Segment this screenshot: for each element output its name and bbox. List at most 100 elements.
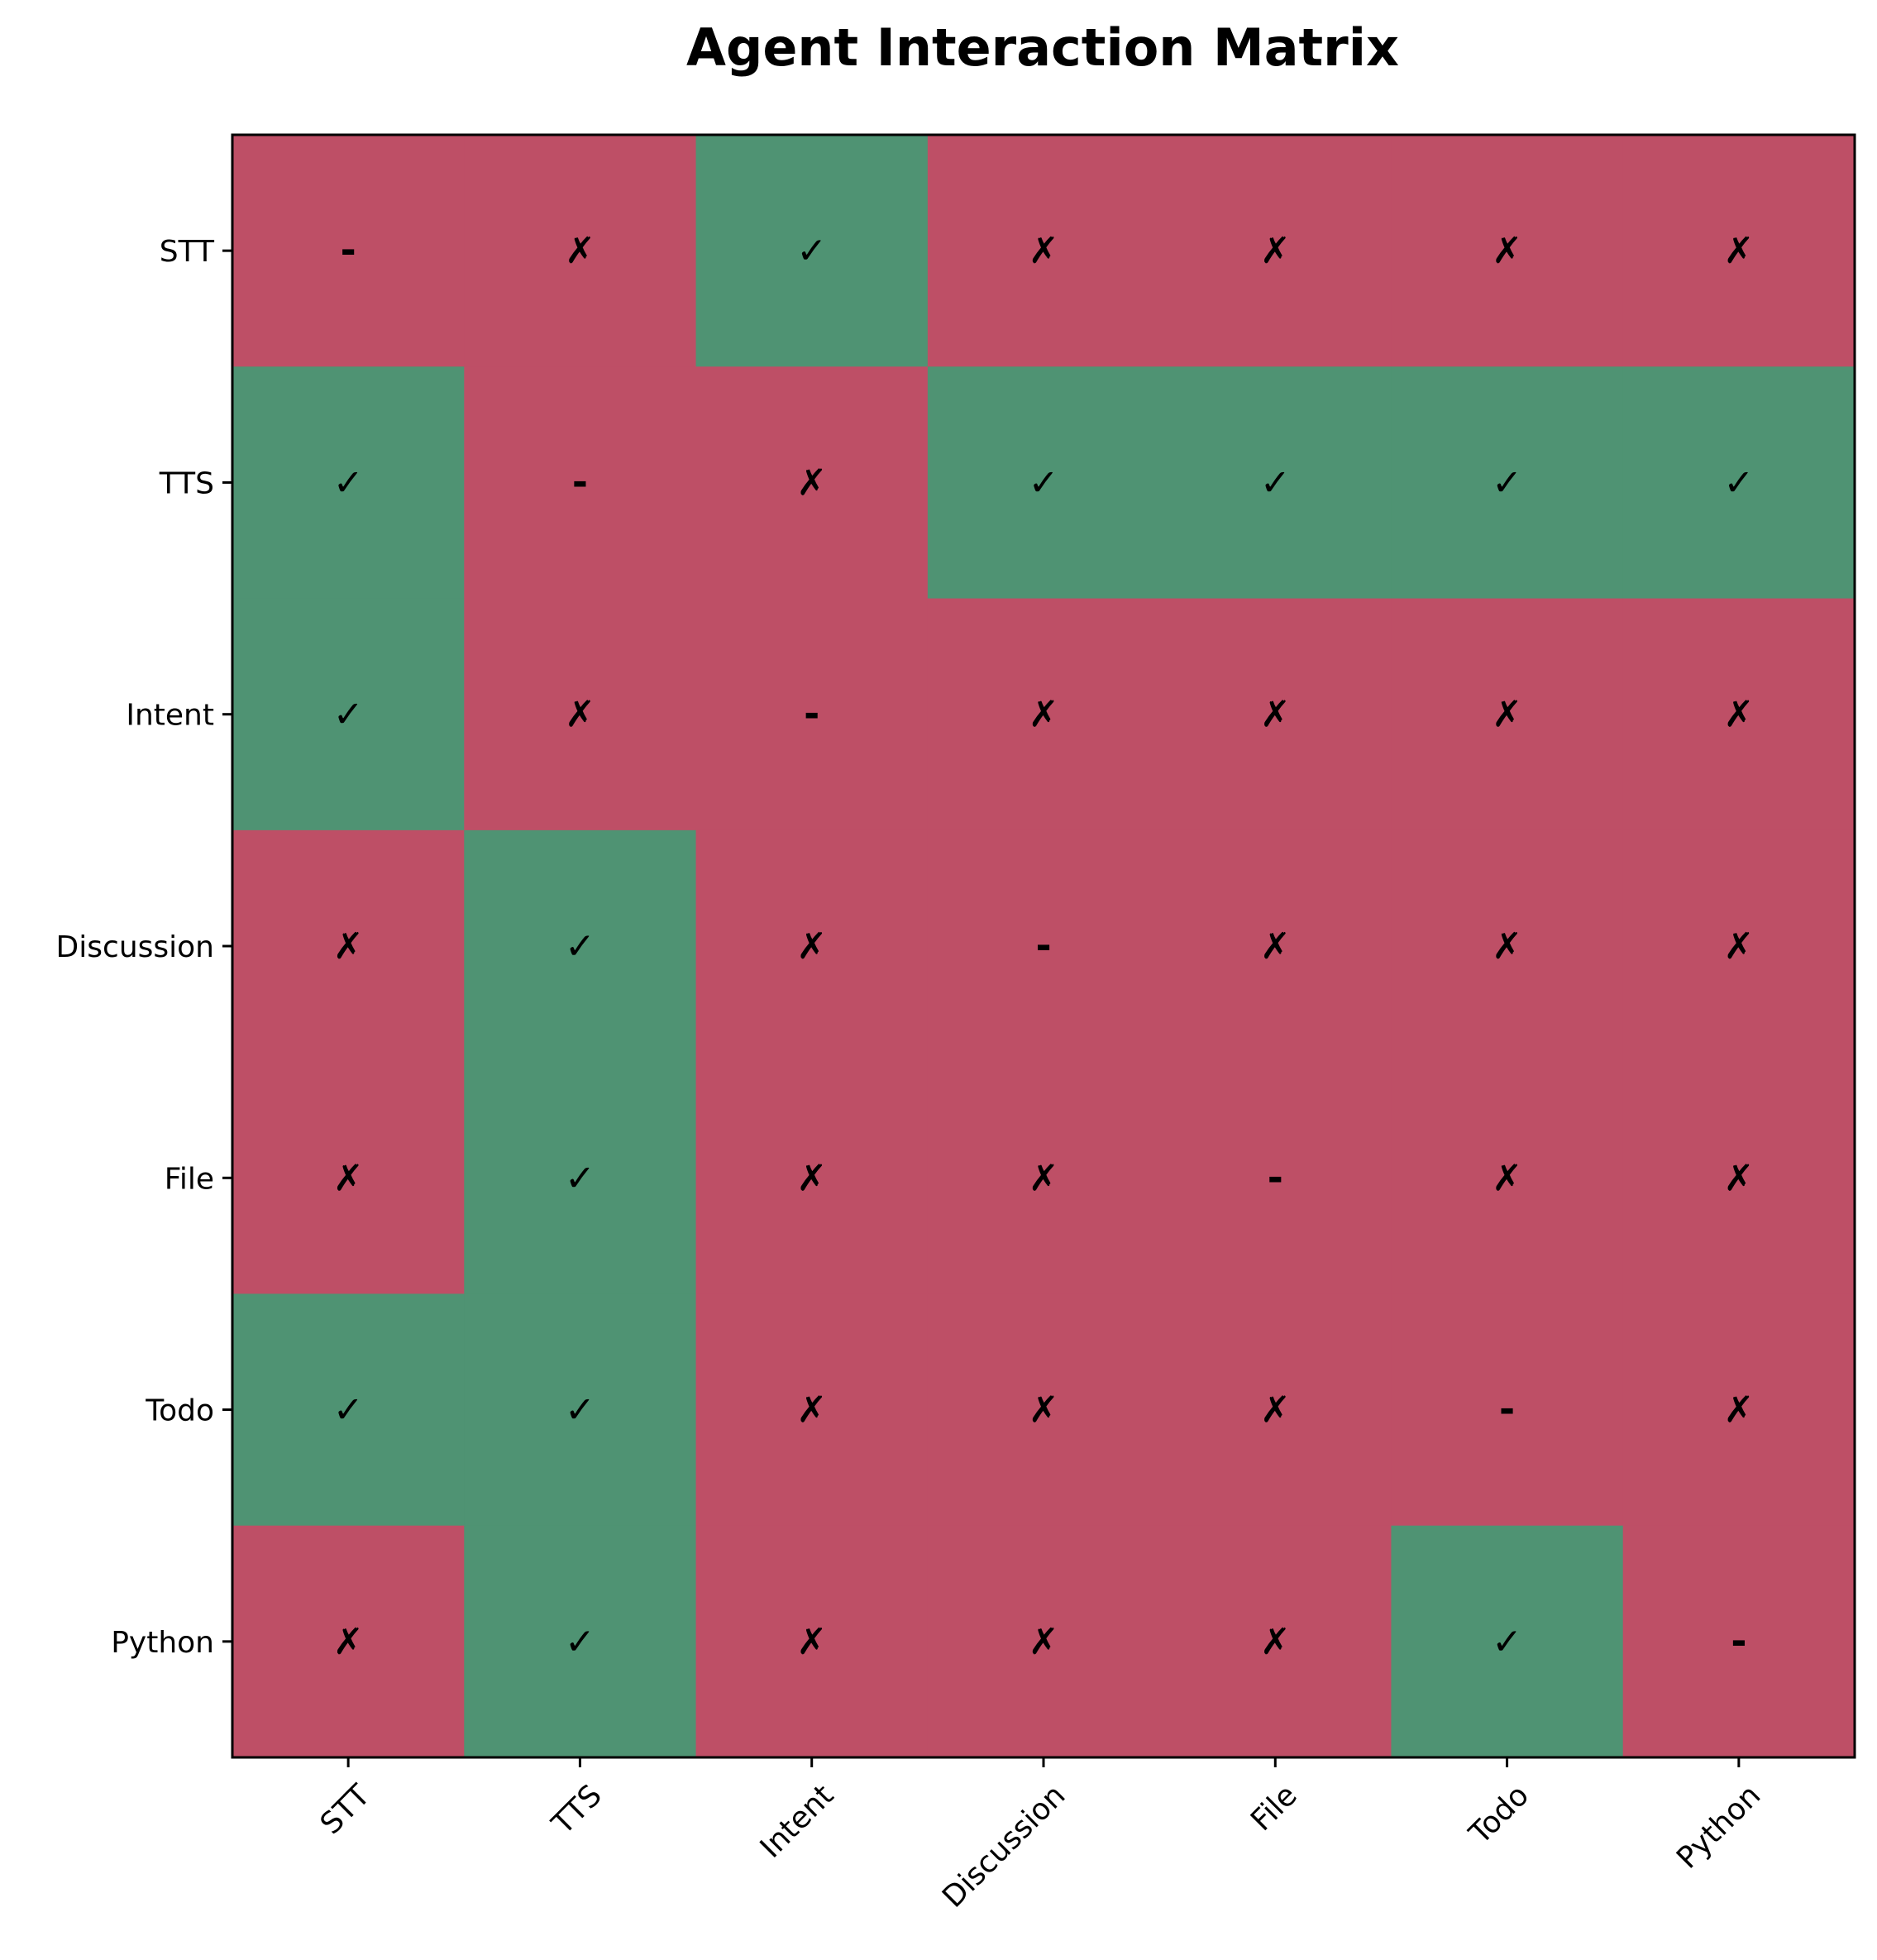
cell-mark-todo-tts: ✓ [565,1389,595,1432]
y-tick-label-file: File [165,1162,214,1196]
heatmap-cell-intent-python [1622,598,1856,831]
cell-mark-tts-stt: ✓ [333,461,364,504]
x-tick-label-intent: Intent [754,1778,840,1864]
cell-mark-discussion-intent: ✗ [796,925,827,968]
heatmap-cell-file-python [1622,1062,1856,1295]
cell-mark-discussion-file: ✗ [1260,925,1291,968]
heatmap-cell-todo-todo [1391,1293,1624,1527]
cell-mark-python-todo: ✓ [1492,1621,1522,1663]
heatmap-cell-stt-intent [695,135,929,367]
cell-mark-python-intent: ✗ [796,1621,827,1663]
heatmap-cell-marks: - ✗ ✓ ✗ ✗ ✗ ✗ ✓ - ✗ ✓ ✓ ✓ ✓ ✓ ✗ - ✗ ✗ ✗ ✗ ✗ ✓ ✗ - ✗ ✗ ✗ ✗ ✓ ✗ ✗ - ✗ ✗ ✓ ✓ ✗ ✗ ✗… [333,227,1755,1663]
heatmap-cell-intent-stt [232,598,465,831]
cell-mark-python-discussion: ✗ [1029,1621,1059,1663]
y-tick-label-discussion: Discussion [56,930,214,964]
cell-mark-discussion-discussion: - [1035,923,1051,968]
cell-mark-stt-discussion: ✗ [1029,230,1059,272]
cell-mark-stt-intent: ✓ [796,230,827,272]
cell-mark-tts-file: ✓ [1260,461,1291,504]
cell-mark-file-todo: ✗ [1492,1157,1522,1199]
heatmap-cell-stt-discussion [927,135,1160,367]
cell-mark-intent-stt: ✓ [333,694,364,736]
y-tick-label-python: Python [111,1626,214,1660]
cell-mark-stt-python: ✗ [1723,230,1754,272]
cell-mark-python-python: - [1731,1618,1746,1663]
heatmap-cell-stt-python [1622,135,1856,367]
cell-mark-tts-python: ✓ [1723,461,1754,504]
cell-mark-tts-intent: ✗ [796,461,827,504]
heatmap-cell-intent-file [1159,598,1392,831]
x-tick-label-todo: Todo [1463,1778,1536,1851]
heatmap-cell-todo-python [1622,1293,1856,1527]
cell-mark-intent-intent: - [804,691,819,736]
cell-mark-file-intent: ✗ [796,1157,827,1199]
heatmap-cell-python-discussion [927,1525,1160,1758]
chart-title: Agent Interaction Matrix [686,17,1399,78]
cell-mark-tts-todo: ✓ [1492,461,1522,504]
heatmap-cell-python-file [1159,1525,1392,1758]
y-tick-label-intent: Intent [126,699,214,733]
y-tick-label-stt: STT [160,235,215,269]
cell-mark-python-file: ✗ [1260,1621,1291,1663]
heatmap-cell-tts-tts [464,366,697,600]
cell-mark-todo-python: ✗ [1723,1389,1754,1432]
cell-mark-file-tts: ✓ [565,1157,595,1199]
heatmap-cell-python-stt [232,1525,465,1758]
heatmap-cell-python-intent [695,1525,929,1758]
x-tick-label-discussion: Discussion [936,1778,1072,1914]
heatmap-cell-file-stt [232,1062,465,1295]
heatmap-cell-todo-discussion [927,1293,1160,1527]
heatmap-cell-stt-todo [1391,135,1624,367]
x-tick-label-stt: STT [314,1778,378,1842]
heatmap-cell-todo-stt [232,1293,465,1527]
y-tick-label-tts: TTS [159,466,214,500]
cell-mark-python-tts: ✓ [565,1621,595,1663]
cell-mark-discussion-python: ✗ [1723,925,1754,968]
cell-mark-todo-intent: ✗ [796,1389,827,1432]
cell-mark-discussion-tts: ✓ [565,925,595,968]
heatmap-cell-tts-todo [1391,366,1624,600]
heatmap-cell-intent-discussion [927,598,1160,831]
heatmap-cell-stt-file [1159,135,1392,367]
x-tick-label-tts: TTS [545,1778,609,1842]
heatmap-cell-file-discussion [927,1062,1160,1295]
heatmap-cell-discussion-discussion [927,829,1160,1063]
heatmap-cell-discussion-intent [695,829,929,1063]
heatmap-cell-file-todo [1391,1062,1624,1295]
heatmap-cell-stt-stt [232,135,465,367]
cell-mark-intent-python: ✗ [1723,694,1754,736]
heatmap-cell-todo-tts [464,1293,697,1527]
x-tick-label-python: Python [1670,1778,1767,1875]
heatmap-cell-file-tts [464,1062,697,1295]
heatmap-cell-intent-tts [464,598,697,831]
x-axis: STT TTS Intent Discussion File Todo Python [314,1757,1767,1915]
cell-mark-discussion-todo: ✗ [1492,925,1522,968]
cell-mark-tts-discussion: ✓ [1029,461,1059,504]
cell-mark-stt-tts: ✗ [565,230,595,272]
heatmap-cell-todo-intent [695,1293,929,1527]
cell-mark-intent-tts: ✗ [565,694,595,736]
cell-mark-stt-stt: - [341,227,356,272]
cell-mark-stt-todo: ✗ [1492,230,1522,272]
x-tick-label-file: File [1244,1778,1304,1838]
cell-mark-file-discussion: ✗ [1029,1157,1059,1199]
cell-mark-todo-file: ✗ [1260,1389,1291,1432]
heatmap-cell-file-file [1159,1062,1392,1295]
heatmap-cell-discussion-tts [464,829,697,1063]
heatmap-cell-stt-tts [464,135,697,367]
cell-mark-todo-discussion: ✗ [1029,1389,1059,1432]
heatmap-cells [232,135,1856,1758]
heatmap-cell-python-python [1622,1525,1856,1758]
heatmap-cell-intent-intent [695,598,929,831]
cell-mark-intent-todo: ✗ [1492,694,1522,736]
heatmap-cell-python-tts [464,1525,697,1758]
heatmap-cell-tts-intent [695,366,929,600]
cell-mark-tts-tts: - [572,459,588,504]
cell-mark-file-stt: ✗ [333,1157,364,1199]
plot-frame [231,133,1856,1759]
y-axis: STT TTS Intent Discussion File Todo Python [56,235,232,1660]
heatmap-cell-tts-file [1159,366,1392,600]
heatmap-cell-discussion-todo [1391,829,1624,1063]
cell-mark-intent-file: ✗ [1260,694,1291,736]
